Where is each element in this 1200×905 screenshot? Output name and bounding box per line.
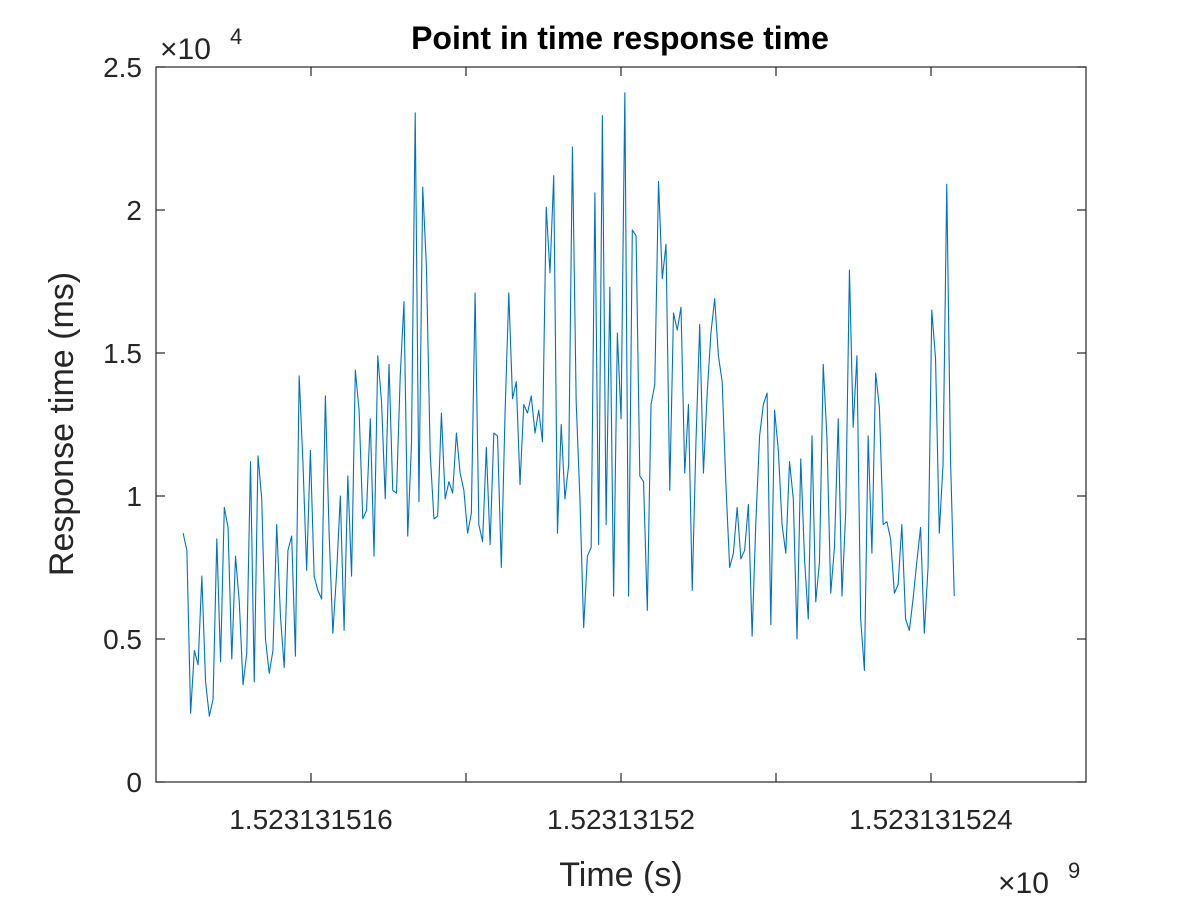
series-line-0: [182, 92, 955, 717]
x-tick-label: 1.523131524: [849, 804, 1013, 835]
y-axis-ticks: 0 0.5 1 1.5 2 2.5: [103, 52, 1086, 798]
y-axis-label: Response time (ms): [43, 272, 81, 576]
y-axis-multiplier: ×10 4: [160, 24, 242, 66]
x-tick-label: 1.523131516: [229, 804, 393, 835]
x-multiplier-base: ×10: [998, 867, 1049, 900]
chart-title: Point in time response time: [411, 20, 829, 56]
x-multiplier-exponent: 9: [1068, 858, 1080, 883]
y-multiplier-exponent: 4: [230, 24, 242, 49]
y-tick-label: 0: [126, 767, 142, 798]
plot-area: [155, 66, 1087, 783]
x-axis-ticks: 1.523131516 1.52313152 1.523131524: [229, 67, 1013, 835]
y-tick-label: 0.5: [103, 624, 142, 655]
y-tick-label: 2: [126, 195, 142, 226]
y-tick-label: 1: [126, 481, 142, 512]
x-axis-label: Time (s): [559, 856, 682, 894]
axes-box: [155, 66, 1087, 783]
x-tick-label: 1.52313152: [547, 804, 695, 835]
y-tick-label: 2.5: [103, 52, 142, 83]
x-axis-multiplier: ×10 9: [998, 858, 1080, 900]
y-tick-label: 1.5: [103, 338, 142, 369]
y-multiplier-base: ×10: [160, 33, 211, 66]
